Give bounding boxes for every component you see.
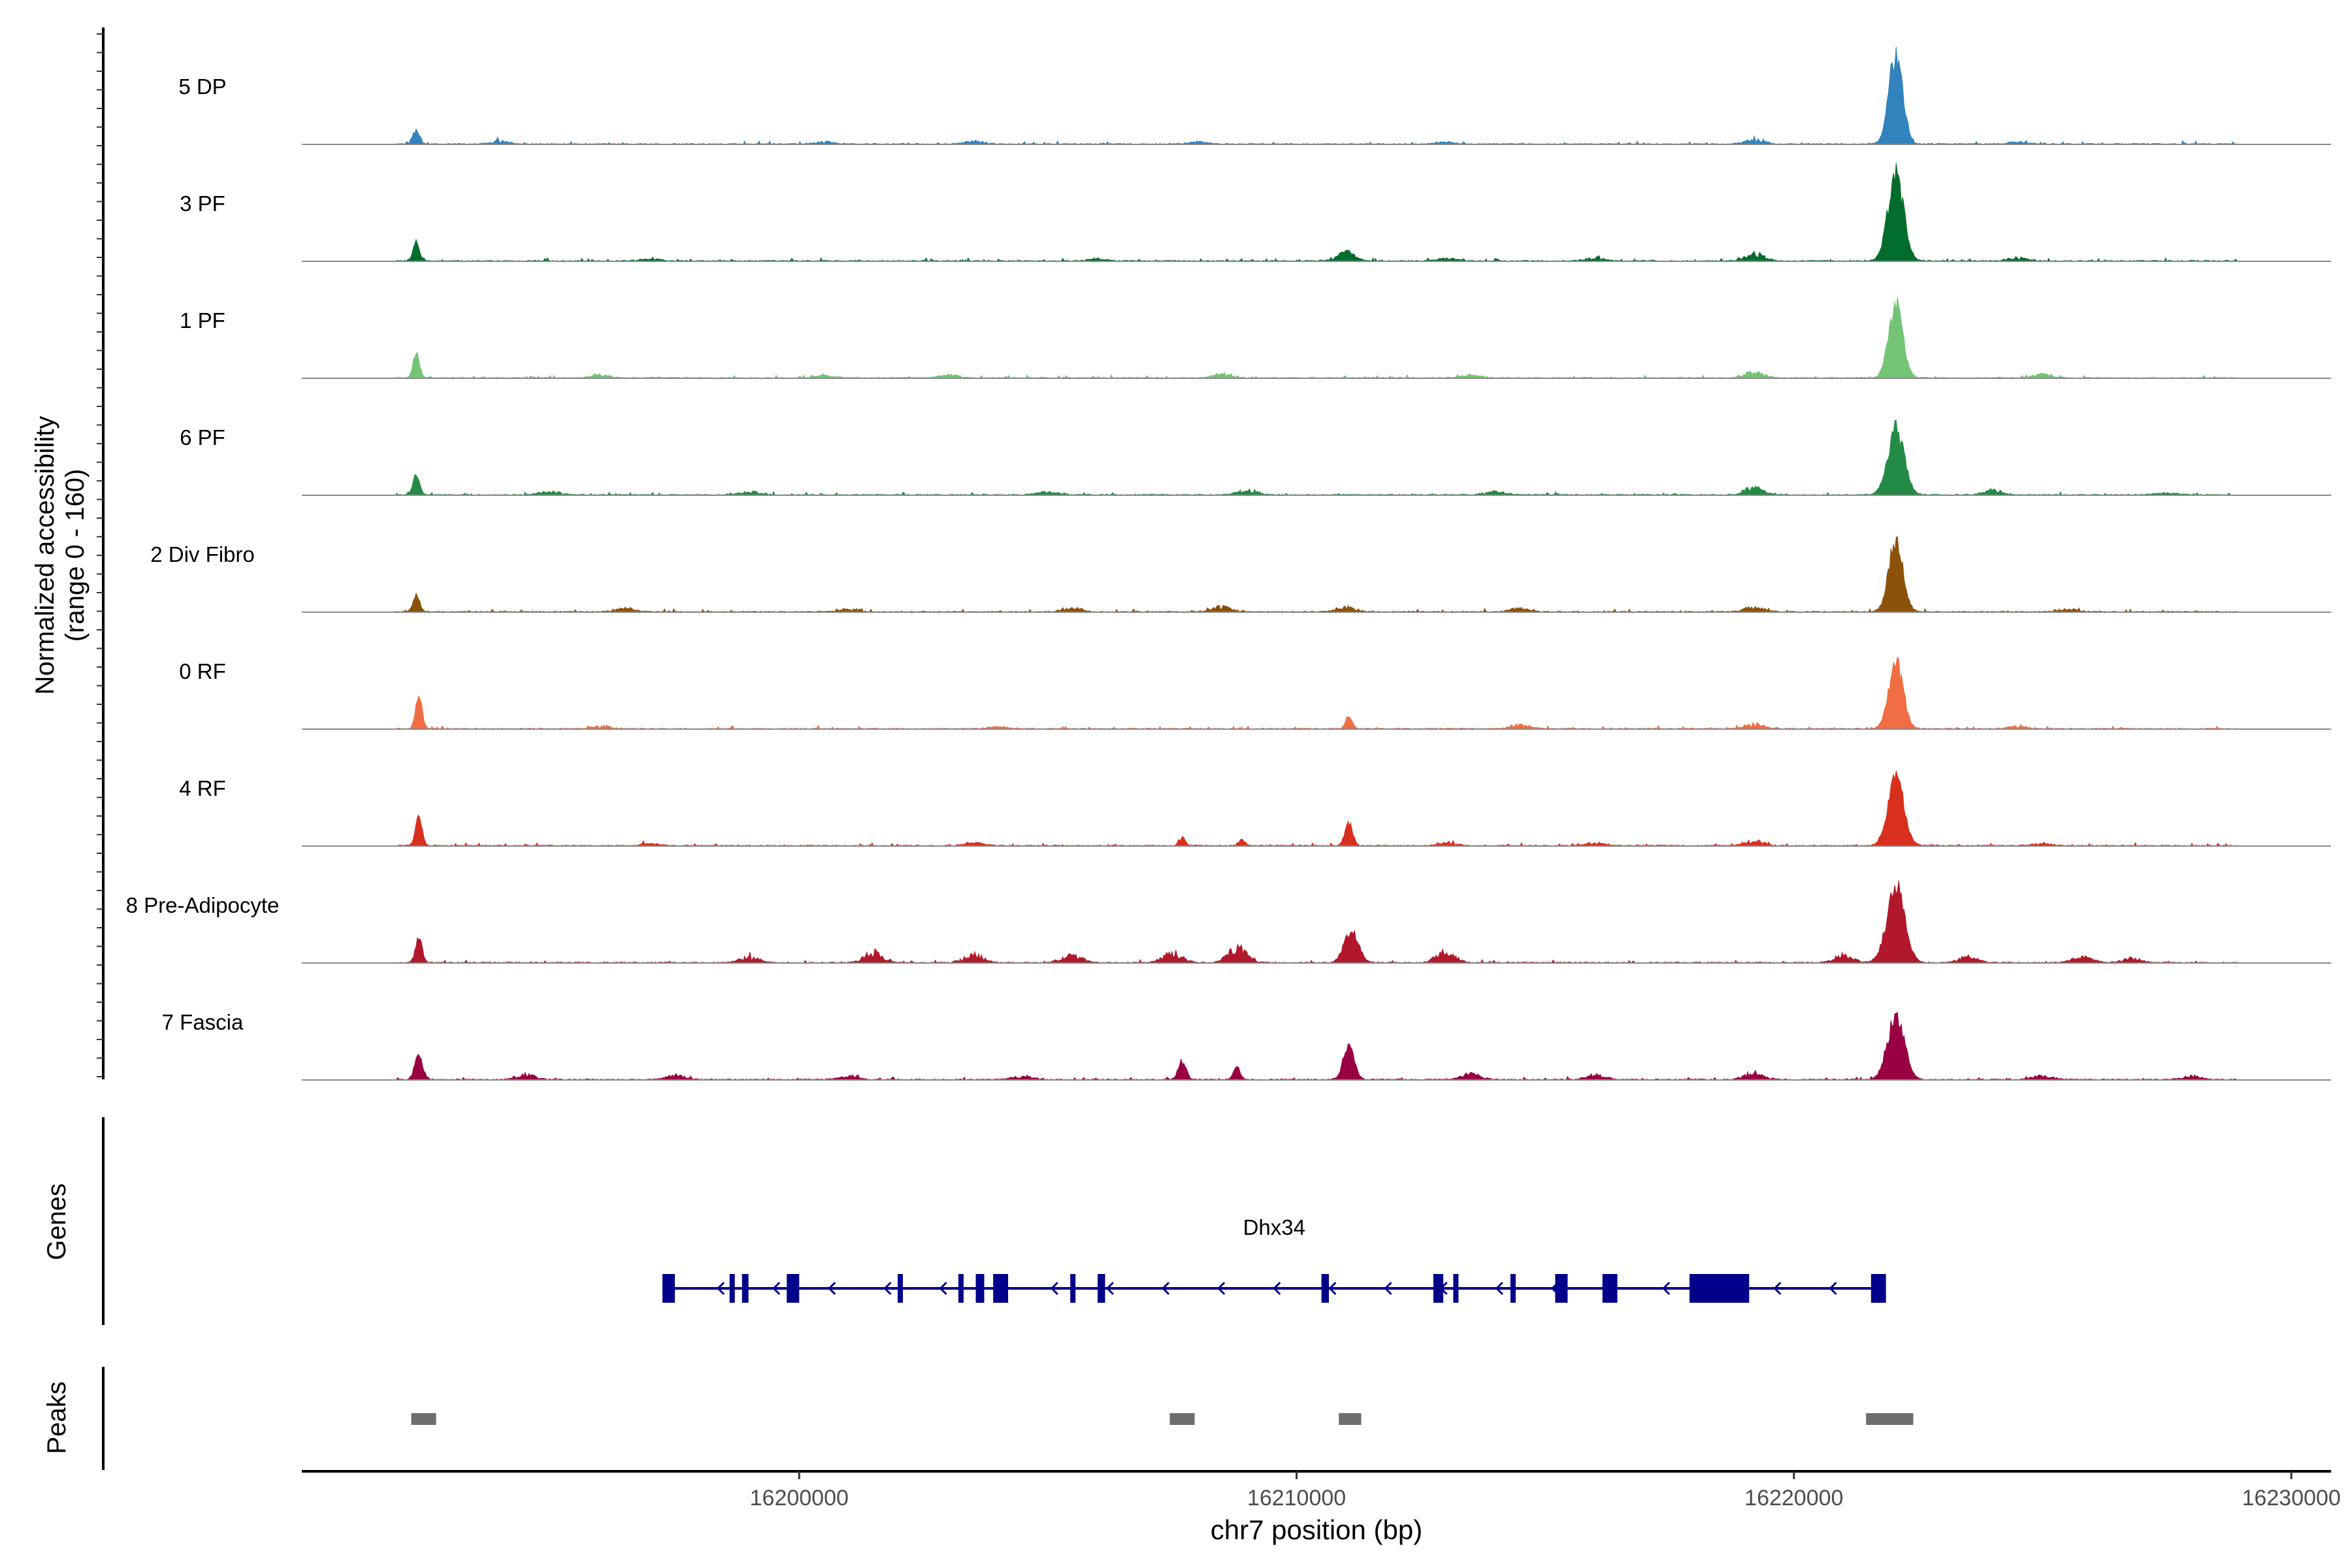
exon-5 (958, 1274, 964, 1303)
track-4: 2 Div Fibro (150, 536, 2331, 613)
x-axis-ticks: 16200000 16210000 16220000 16230000 (750, 1471, 2341, 1511)
track-label-0: 5 DP (178, 74, 226, 99)
exon-15 (1602, 1274, 1618, 1303)
x-tick-label-2: 16220000 (1744, 1486, 1843, 1511)
exon-16 (1689, 1274, 1750, 1303)
exon-11 (1433, 1274, 1444, 1303)
track-label-7: 8 Pre-Adipocyte (126, 893, 280, 917)
exon-1 (729, 1274, 735, 1303)
exon-2 (742, 1274, 749, 1303)
track-label-8: 7 Fascia (162, 1010, 244, 1034)
y-axis-subtitle: (range 0 - 160) (61, 469, 90, 642)
track-7: 8 Pre-Adipocyte (126, 880, 2331, 964)
track-label-5: 0 RF (179, 659, 226, 683)
strand-arrow (716, 1281, 725, 1296)
gene-name-0: Dhx34 (1243, 1215, 1305, 1239)
strand-arrow (939, 1281, 947, 1296)
track-1: 3 PF (180, 163, 2331, 263)
peaks-track (411, 1413, 1914, 1425)
y-axis-ticks (97, 33, 103, 1077)
exon-0 (662, 1274, 675, 1303)
exon-8 (1070, 1274, 1076, 1303)
track-label-6: 4 RF (179, 776, 226, 800)
exon-9 (1098, 1274, 1105, 1303)
peak-0 (411, 1413, 436, 1425)
y-axis-title: Normalized accessibility (31, 416, 59, 695)
strand-arrow (772, 1281, 781, 1296)
exon-7 (993, 1274, 1009, 1303)
track-5: 0 RF (179, 656, 2331, 730)
exon-12 (1453, 1274, 1459, 1303)
genes-panel-label: Genes (42, 1183, 71, 1260)
exon-3 (787, 1274, 800, 1303)
x-tick-label-3: 16230000 (2242, 1486, 2340, 1511)
strand-arrow (1050, 1281, 1058, 1296)
strand-arrow (1328, 1281, 1337, 1296)
coverage-tracks: 5 DP 3 PF 1 PF 6 PF 2 Div Fibro 0 RF 4 RF 8 Pre… (126, 46, 2331, 1081)
exon-6 (975, 1274, 985, 1303)
exon-13 (1510, 1274, 1516, 1303)
strand-arrow (1105, 1281, 1114, 1296)
strand-arrow (1495, 1281, 1503, 1296)
peak-3 (1866, 1413, 1914, 1425)
strand-arrow (1217, 1281, 1226, 1296)
track-2: 1 PF (180, 297, 2331, 379)
peak-1 (1169, 1413, 1195, 1425)
peaks-panel-label: Peaks (42, 1381, 71, 1454)
strand-arrow (1829, 1281, 1837, 1296)
exon-14 (1555, 1274, 1568, 1303)
track-label-4: 2 Div Fibro (150, 542, 255, 566)
track-8: 7 Fascia (162, 1010, 2331, 1081)
track-label-2: 1 PF (180, 308, 225, 333)
strand-arrow (1161, 1281, 1170, 1296)
strand-arrow (828, 1281, 836, 1296)
x-tick-label-1: 16210000 (1247, 1486, 1346, 1511)
peak-2 (1339, 1413, 1362, 1425)
track-label-3: 6 PF (180, 425, 225, 449)
track-3: 6 PF (180, 419, 2331, 496)
genes-track: Dhx34 (662, 1215, 1886, 1303)
exon-10 (1321, 1274, 1330, 1303)
strand-arrow (883, 1281, 892, 1296)
track-0: 5 DP (178, 46, 2331, 145)
exon-4 (898, 1274, 904, 1303)
strand-arrow (1384, 1281, 1392, 1296)
track-label-1: 3 PF (180, 191, 225, 216)
track-6: 4 RF (179, 770, 2331, 847)
strand-arrow (1273, 1281, 1281, 1296)
strand-arrow (1662, 1281, 1671, 1296)
x-axis-title: chr7 position (bp) (1211, 1514, 1423, 1545)
exon-17 (1870, 1274, 1886, 1303)
strand-arrow (1773, 1281, 1782, 1296)
x-tick-label-0: 16200000 (750, 1486, 849, 1511)
